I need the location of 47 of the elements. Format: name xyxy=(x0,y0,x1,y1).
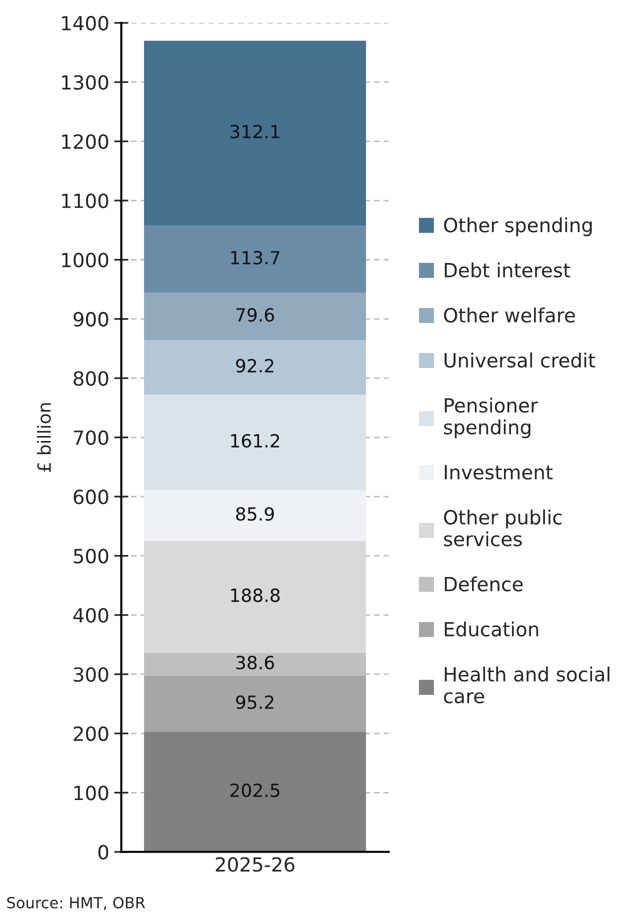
y-tick-label: 0 xyxy=(98,844,108,860)
legend-label: Debt interest xyxy=(444,262,570,278)
y-tick-label: 1200 xyxy=(62,134,108,149)
y-tick-label: 1400 xyxy=(62,16,108,31)
data-label: 312.1 xyxy=(230,124,280,138)
legend-label: Pensioner spending xyxy=(444,398,538,438)
y-tick-label: 200 xyxy=(74,726,108,742)
bar xyxy=(144,676,366,732)
y-tick-label: 400 xyxy=(73,608,108,623)
y-axis-title: £ billion xyxy=(36,403,51,472)
bar xyxy=(144,40,366,226)
data-label: 188.8 xyxy=(231,588,280,602)
legend-label: Education xyxy=(444,621,538,637)
data-label: 79.6 xyxy=(236,308,274,322)
y-tick-label: 700 xyxy=(74,430,108,446)
legend-label: Defence xyxy=(444,576,523,592)
y-tick-label: 100 xyxy=(74,786,108,800)
data-label: 38.6 xyxy=(236,656,274,670)
legend-label: Investment xyxy=(444,465,553,480)
y-tick-label: 600 xyxy=(74,490,108,504)
legend-label: Universal credit xyxy=(444,352,596,368)
legend-label: Other spending xyxy=(444,217,592,236)
x-tick-label: 2025-26 xyxy=(216,857,294,872)
data-label: 95.2 xyxy=(236,695,274,710)
y-tick-label: 300 xyxy=(74,667,108,682)
legend-label: Other public services xyxy=(444,510,562,546)
bar xyxy=(144,394,366,490)
y-tick-label: 900 xyxy=(74,312,108,327)
bar xyxy=(144,490,366,541)
bar xyxy=(144,226,366,293)
data-label: 113.7 xyxy=(231,250,280,264)
bar xyxy=(144,340,366,395)
bar xyxy=(144,292,366,340)
y-tick-label: 500 xyxy=(74,548,108,564)
source-note: Source: HMT, OBR xyxy=(7,896,146,910)
y-tick-label: 800 xyxy=(74,371,108,386)
y-tick-label: 1000 xyxy=(62,252,108,268)
y-tick-label: 1100 xyxy=(62,193,108,208)
bar xyxy=(144,732,366,852)
y-tick-label: 1300 xyxy=(62,75,108,90)
legend-label: Health and social care xyxy=(444,666,610,704)
bar xyxy=(144,540,366,653)
data-label: 161.2 xyxy=(231,434,280,448)
data-label: 85.9 xyxy=(236,507,274,521)
data-label: 92.2 xyxy=(236,358,274,373)
data-label: 202.5 xyxy=(230,784,280,798)
legend-label: Other welfare xyxy=(444,308,575,323)
